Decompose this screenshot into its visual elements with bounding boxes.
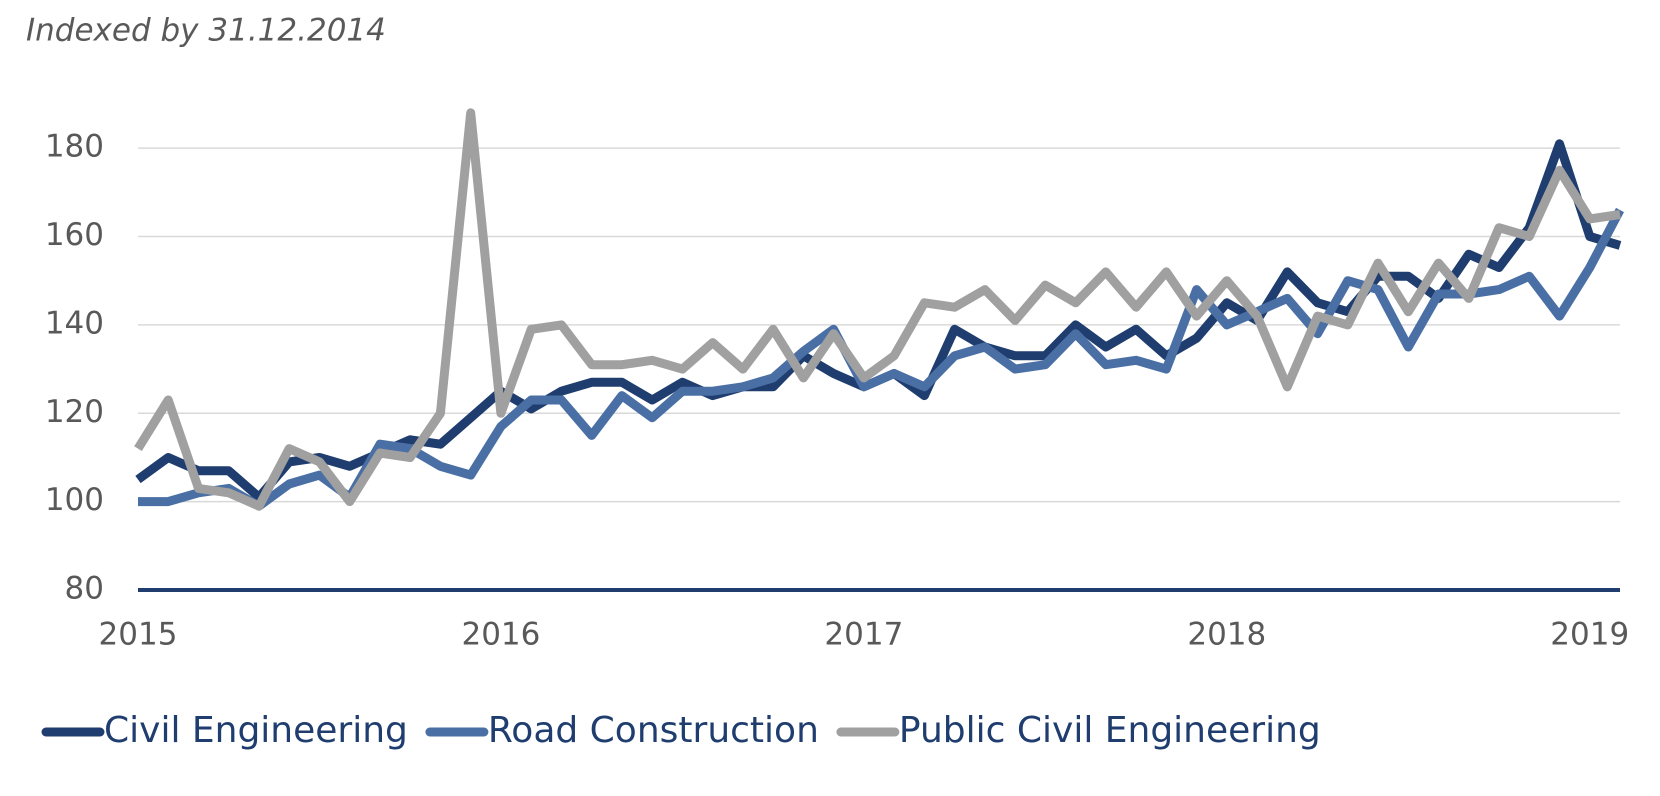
x-tick-label: 2017 (824, 617, 903, 653)
x-tick-label: 2019 (1550, 617, 1629, 653)
x-tick-label: 2016 (461, 617, 540, 653)
x-tick-label: 2018 (1187, 617, 1266, 653)
y-tick-label: 160 (45, 217, 104, 253)
legend-label: Public Civil Engineering (899, 710, 1321, 751)
y-tick-label: 140 (45, 305, 104, 341)
series-line (134, 108, 1621, 511)
series-line (138, 207, 1624, 511)
legend-label: Road Construction (488, 710, 819, 751)
x-tick-label: 2015 (99, 617, 178, 653)
y-tick-label: 100 (45, 482, 104, 518)
y-tick-label: 120 (45, 394, 104, 430)
y-tick-label: 180 (45, 129, 104, 165)
chart-title: Indexed by 31.12.2014 (26, 13, 386, 49)
legend-label: Civil Engineering (104, 710, 408, 751)
y-tick-label: 80 (65, 571, 104, 607)
